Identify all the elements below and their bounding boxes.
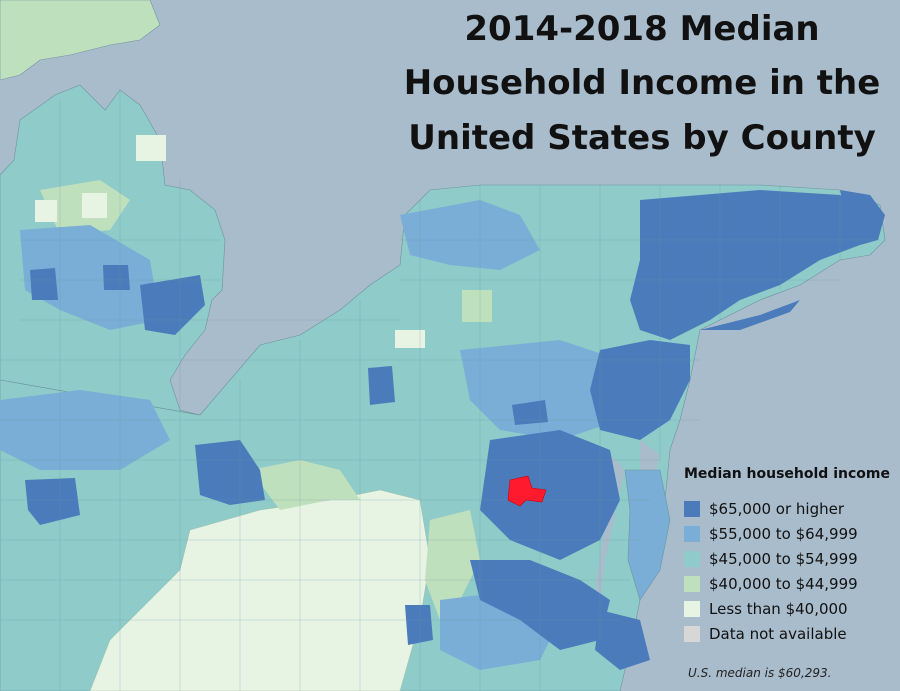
region-55k-ny	[400, 200, 540, 270]
legend-swatch	[684, 625, 700, 642]
delmarva-peninsula	[624, 469, 671, 601]
region-55k-oh	[0, 390, 170, 470]
region-65k-ma	[840, 190, 885, 245]
legend-swatch	[684, 600, 700, 617]
region-65k-mi-2	[30, 268, 58, 300]
region-55k-mi	[20, 225, 160, 330]
legend-label: $45,000 to $54,999	[709, 549, 858, 568]
county-pale-1	[35, 200, 57, 222]
title-line-2: Household Income in the	[403, 63, 881, 104]
region-65k-oh-1	[195, 440, 265, 505]
county-pale-4	[395, 330, 425, 348]
region-65k-nc	[405, 605, 433, 645]
legend-item: $55,000 to $64,999	[684, 521, 894, 546]
region-65k-va-south	[595, 610, 650, 670]
legend-label: $55,000 to $64,999	[709, 524, 858, 543]
map-title: 2014-2018 Median Household Income in the…	[402, 2, 882, 165]
region-40k	[250, 460, 360, 510]
long-island	[700, 300, 800, 330]
legend-item: Less than $40,000	[684, 596, 894, 621]
legend-label: $65,000 or higher	[709, 499, 845, 518]
legend-item: $65,000 or higher	[684, 496, 894, 521]
michigan-upper-peninsula	[0, 0, 161, 81]
footnote: U.S. median is $60,293.	[688, 666, 832, 680]
region-65k-northeast	[630, 190, 870, 340]
county-pale-3	[136, 135, 166, 161]
highlighted-county	[507, 475, 547, 507]
region-40k-2	[425, 510, 480, 620]
legend-title: Median household income	[684, 466, 890, 482]
title-line-1: 2014-2018 Median	[464, 9, 820, 49]
legend-item: $45,000 to $54,999	[684, 546, 894, 571]
legend-swatch	[684, 575, 700, 592]
region-65k-pa-1	[368, 366, 395, 405]
legend-label: Less than $40,000	[709, 599, 848, 618]
legend-item: Data not available	[684, 621, 894, 646]
legend-swatch	[684, 525, 700, 542]
county-pale-2	[82, 193, 107, 218]
legend-swatch	[684, 550, 700, 567]
legend: Median household income $65,000 or highe…	[684, 466, 894, 646]
legend-items: $65,000 or higher $55,000 to $64,999 $45,0…	[684, 496, 894, 646]
legend-item: $40,000 to $44,999	[684, 571, 894, 596]
region-65k-oh-2	[25, 478, 80, 525]
county-pale-5	[462, 290, 492, 322]
region-65k-pa-2	[512, 400, 548, 425]
legend-swatch	[684, 500, 700, 517]
region-65k-mi-3	[103, 265, 130, 290]
region-65k-nj	[590, 340, 690, 440]
region-65k-dc	[480, 430, 620, 560]
title-line-3: United States by County	[408, 117, 876, 158]
legend-label: Data not available	[709, 624, 847, 643]
legend-label: $40,000 to $44,999	[709, 574, 858, 593]
delaware-bay	[640, 440, 660, 475]
